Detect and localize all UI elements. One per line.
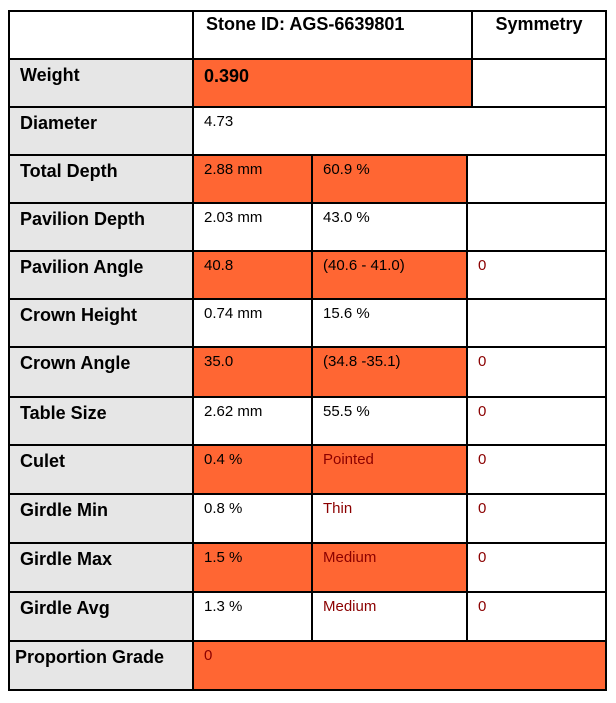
culet-description: Pointed (311, 444, 468, 495)
pavilion-angle-label: Pavilion Angle (8, 250, 194, 300)
diameter-value: 4.73 (192, 106, 607, 156)
girdle-min-label: Girdle Min (8, 493, 194, 544)
diameter-label: Diameter (8, 106, 194, 156)
girdle-avg-label: Girdle Avg (8, 591, 194, 642)
total-depth-symmetry (466, 154, 607, 204)
girdle-max-label: Girdle Max (8, 542, 194, 593)
pavilion-depth-mm: 2.03 mm (192, 202, 313, 252)
crown-height-symmetry (466, 298, 607, 348)
crown-angle-value: 35.0 (192, 346, 313, 398)
culet-symmetry: 0 (466, 444, 607, 495)
stone-id-heading: Stone ID: AGS-6639801 (192, 10, 473, 60)
total-depth-percent: 60.9 % (311, 154, 468, 204)
symmetry-heading: Symmetry (471, 10, 607, 60)
girdle-min-symmetry: 0 (466, 493, 607, 544)
pavilion-depth-label: Pavilion Depth (8, 202, 194, 252)
girdle-min-description: Thin (311, 493, 468, 544)
weight-label: Weight (8, 58, 194, 108)
girdle-avg-value: 1.3 % (192, 591, 313, 642)
culet-value: 0.4 % (192, 444, 313, 495)
girdle-max-description: Medium (311, 542, 468, 593)
girdle-avg-symmetry: 0 (466, 591, 607, 642)
pavilion-depth-symmetry (466, 202, 607, 252)
table-size-symmetry: 0 (466, 396, 607, 446)
total-depth-mm: 2.88 mm (192, 154, 313, 204)
crown-angle-range: (34.8 -35.1) (311, 346, 468, 398)
table-size-label: Table Size (8, 396, 194, 446)
pavilion-angle-symmetry: 0 (466, 250, 607, 300)
weight-symmetry-cell (471, 58, 607, 108)
crown-height-percent: 15.6 % (311, 298, 468, 348)
table-size-mm: 2.62 mm (192, 396, 313, 446)
girdle-min-value: 0.8 % (192, 493, 313, 544)
pavilion-depth-percent: 43.0 % (311, 202, 468, 252)
weight-value: 0.390 (192, 58, 473, 108)
pavilion-angle-value: 40.8 (192, 250, 313, 300)
girdle-max-value: 1.5 % (192, 542, 313, 593)
total-depth-label: Total Depth (8, 154, 194, 204)
culet-label: Culet (8, 444, 194, 495)
proportion-grade-label: Proportion Grade (8, 640, 194, 691)
girdle-avg-description: Medium (311, 591, 468, 642)
crown-angle-symmetry: 0 (466, 346, 607, 398)
pavilion-angle-range: (40.6 - 41.0) (311, 250, 468, 300)
crown-height-label: Crown Height (8, 298, 194, 348)
header-empty-cell (8, 10, 194, 60)
table-size-percent: 55.5 % (311, 396, 468, 446)
crown-height-mm: 0.74 mm (192, 298, 313, 348)
crown-angle-label: Crown Angle (8, 346, 194, 398)
girdle-max-symmetry: 0 (466, 542, 607, 593)
proportion-grade-value: 0 (192, 640, 607, 691)
